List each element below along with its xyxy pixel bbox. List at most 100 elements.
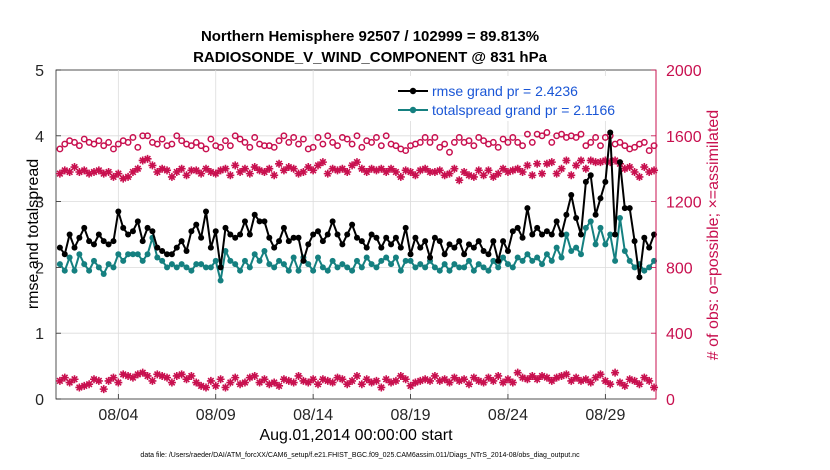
assimilated-obs-marker [474, 166, 483, 175]
possible-obs-marker [192, 138, 200, 146]
legend-label-spread: totalspread grand pr = 2.1166 [432, 102, 615, 118]
assimilated-obs-marker [645, 167, 654, 176]
assimilated-obs-marker [630, 167, 639, 176]
low-count-obs-marker [450, 373, 459, 382]
possible-obs-marker [368, 138, 376, 146]
spread-point [543, 251, 550, 258]
possible-obs-marker [246, 143, 254, 151]
low-count-obs-marker [304, 378, 313, 387]
low-count-obs-marker [567, 376, 576, 385]
assimilated-obs-marker [581, 164, 590, 173]
spread-point [612, 257, 619, 264]
rmse-point [563, 211, 570, 218]
rmse-point [232, 234, 239, 241]
spread-point [139, 257, 146, 264]
spread-point [587, 218, 594, 225]
x-tick-label: 08/29 [585, 407, 625, 424]
assimilated-obs-marker [187, 166, 196, 175]
y-axis-label-right: # of obs: o=possible; ×=assimilated [705, 110, 722, 360]
possible-obs-marker [494, 143, 502, 151]
y-tick-label-right: 0 [666, 392, 675, 409]
possible-obs-marker [153, 140, 161, 148]
spread-point [251, 251, 258, 258]
rmse-point [266, 234, 273, 241]
spread-point [417, 261, 424, 268]
spread-point [514, 254, 521, 261]
possible-obs-marker [134, 143, 142, 151]
spread-point [168, 261, 175, 268]
assimilated-obs-marker [567, 171, 576, 180]
assimilated-obs-marker [426, 167, 435, 176]
rmse-point [115, 208, 122, 215]
assimilated-obs-marker [387, 164, 396, 173]
possible-obs-marker [90, 140, 98, 148]
low-count-obs-marker [562, 370, 571, 379]
assimilated-obs-marker [255, 166, 264, 175]
assimilated-obs-marker [357, 164, 366, 173]
spread-point [509, 264, 516, 271]
possible-obs-marker [577, 130, 585, 138]
low-count-obs-marker [620, 381, 629, 390]
assimilated-obs-marker [245, 169, 254, 178]
rmse-point [480, 247, 487, 254]
spread-point [368, 261, 375, 268]
assimilated-obs-marker [533, 159, 542, 168]
spread-point [441, 261, 448, 268]
possible-obs-marker [538, 132, 546, 140]
low-count-obs-marker [411, 378, 420, 387]
low-count-obs-marker [187, 371, 196, 380]
possible-obs-marker [222, 137, 229, 145]
rmse-point [539, 231, 546, 238]
rmse-point [412, 234, 419, 241]
spread-point [129, 251, 136, 258]
spread-point [222, 247, 229, 254]
rmse-point [529, 231, 536, 238]
rmse-point [256, 218, 263, 225]
possible-obs-marker [75, 142, 83, 150]
possible-obs-marker [168, 140, 176, 148]
spread-point [607, 231, 614, 238]
rmse-point [373, 234, 380, 241]
possible-obs-marker [582, 142, 590, 150]
rmse-point [626, 205, 633, 212]
assimilated-obs-marker [163, 166, 172, 175]
assimilated-obs-marker [503, 167, 512, 176]
rmse-point [168, 251, 175, 258]
possible-obs-marker [543, 129, 551, 136]
possible-obs-marker [187, 142, 195, 150]
assimilated-obs-marker [333, 166, 342, 175]
assimilated-obs-marker [489, 172, 498, 181]
low-count-obs-marker [445, 378, 454, 387]
rmse-point [344, 231, 351, 238]
low-count-obs-marker [211, 381, 220, 390]
low-count-obs-marker [284, 376, 293, 385]
spread-point [217, 277, 224, 284]
low-count-obs-marker [426, 376, 435, 385]
rmse-point [519, 234, 526, 241]
low-count-obs-marker [197, 381, 206, 390]
assimilated-obs-marker [538, 169, 547, 178]
spread-point [310, 267, 317, 274]
possible-obs-marker [334, 142, 341, 150]
low-count-obs-marker [250, 371, 259, 380]
low-count-obs-marker [275, 381, 284, 390]
rmse-point [578, 231, 584, 238]
possible-obs-marker [348, 140, 356, 148]
spread-point [344, 264, 351, 271]
assimilated-obs-marker [640, 163, 649, 172]
spread-point [490, 257, 497, 264]
assimilated-obs-marker [124, 172, 133, 181]
rmse-point [105, 241, 112, 248]
low-count-obs-marker [645, 376, 654, 385]
possible-obs-marker [129, 133, 137, 141]
rmse-point [305, 241, 312, 248]
assimilated-obs-marker [586, 156, 595, 165]
low-count-obs-marker [348, 376, 357, 385]
spread-point [631, 264, 638, 271]
assimilated-obs-marker [635, 172, 644, 181]
low-count-obs-marker [538, 371, 547, 380]
spread-point [178, 261, 185, 268]
spread-point [134, 251, 141, 258]
possible-obs-marker [455, 133, 463, 141]
possible-obs-marker [56, 145, 64, 153]
